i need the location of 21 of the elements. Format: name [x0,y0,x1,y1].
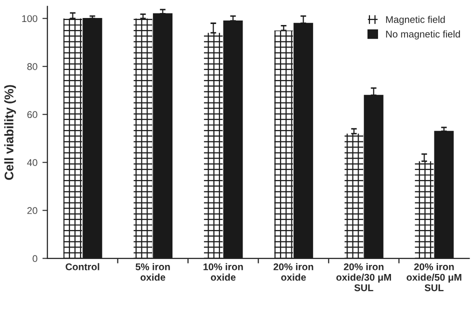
x-tick-label: 10% iron oxide [204,263,243,281]
y-axis-title: Cell viability (%) [4,85,16,180]
bar [63,18,82,258]
bar [274,30,293,258]
x-tick-label: 20% iron oxide/50 μM SUL [406,263,462,292]
bar [344,134,364,258]
y-tick-label: 100 [22,15,38,22]
y-tick-label: 40 [27,159,38,166]
y-tick-label: 0 [32,255,38,262]
y-tick-label: 80 [27,63,38,70]
legend-label: Magnetic field [386,16,445,25]
legend-label: No magnetic field [386,30,460,40]
bar [414,161,434,258]
x-tick-label: 20% iron oxide [274,263,314,281]
x-tick-label: Control [66,263,100,270]
bar [204,32,223,258]
x-tick-label: 5% iron oxide [136,263,170,281]
bar [134,18,152,258]
y-tick-label: 60 [27,111,38,118]
x-tick-label: 20% iron oxide/30 μM SUL [336,263,391,292]
y-tick-label: 20 [27,207,38,214]
